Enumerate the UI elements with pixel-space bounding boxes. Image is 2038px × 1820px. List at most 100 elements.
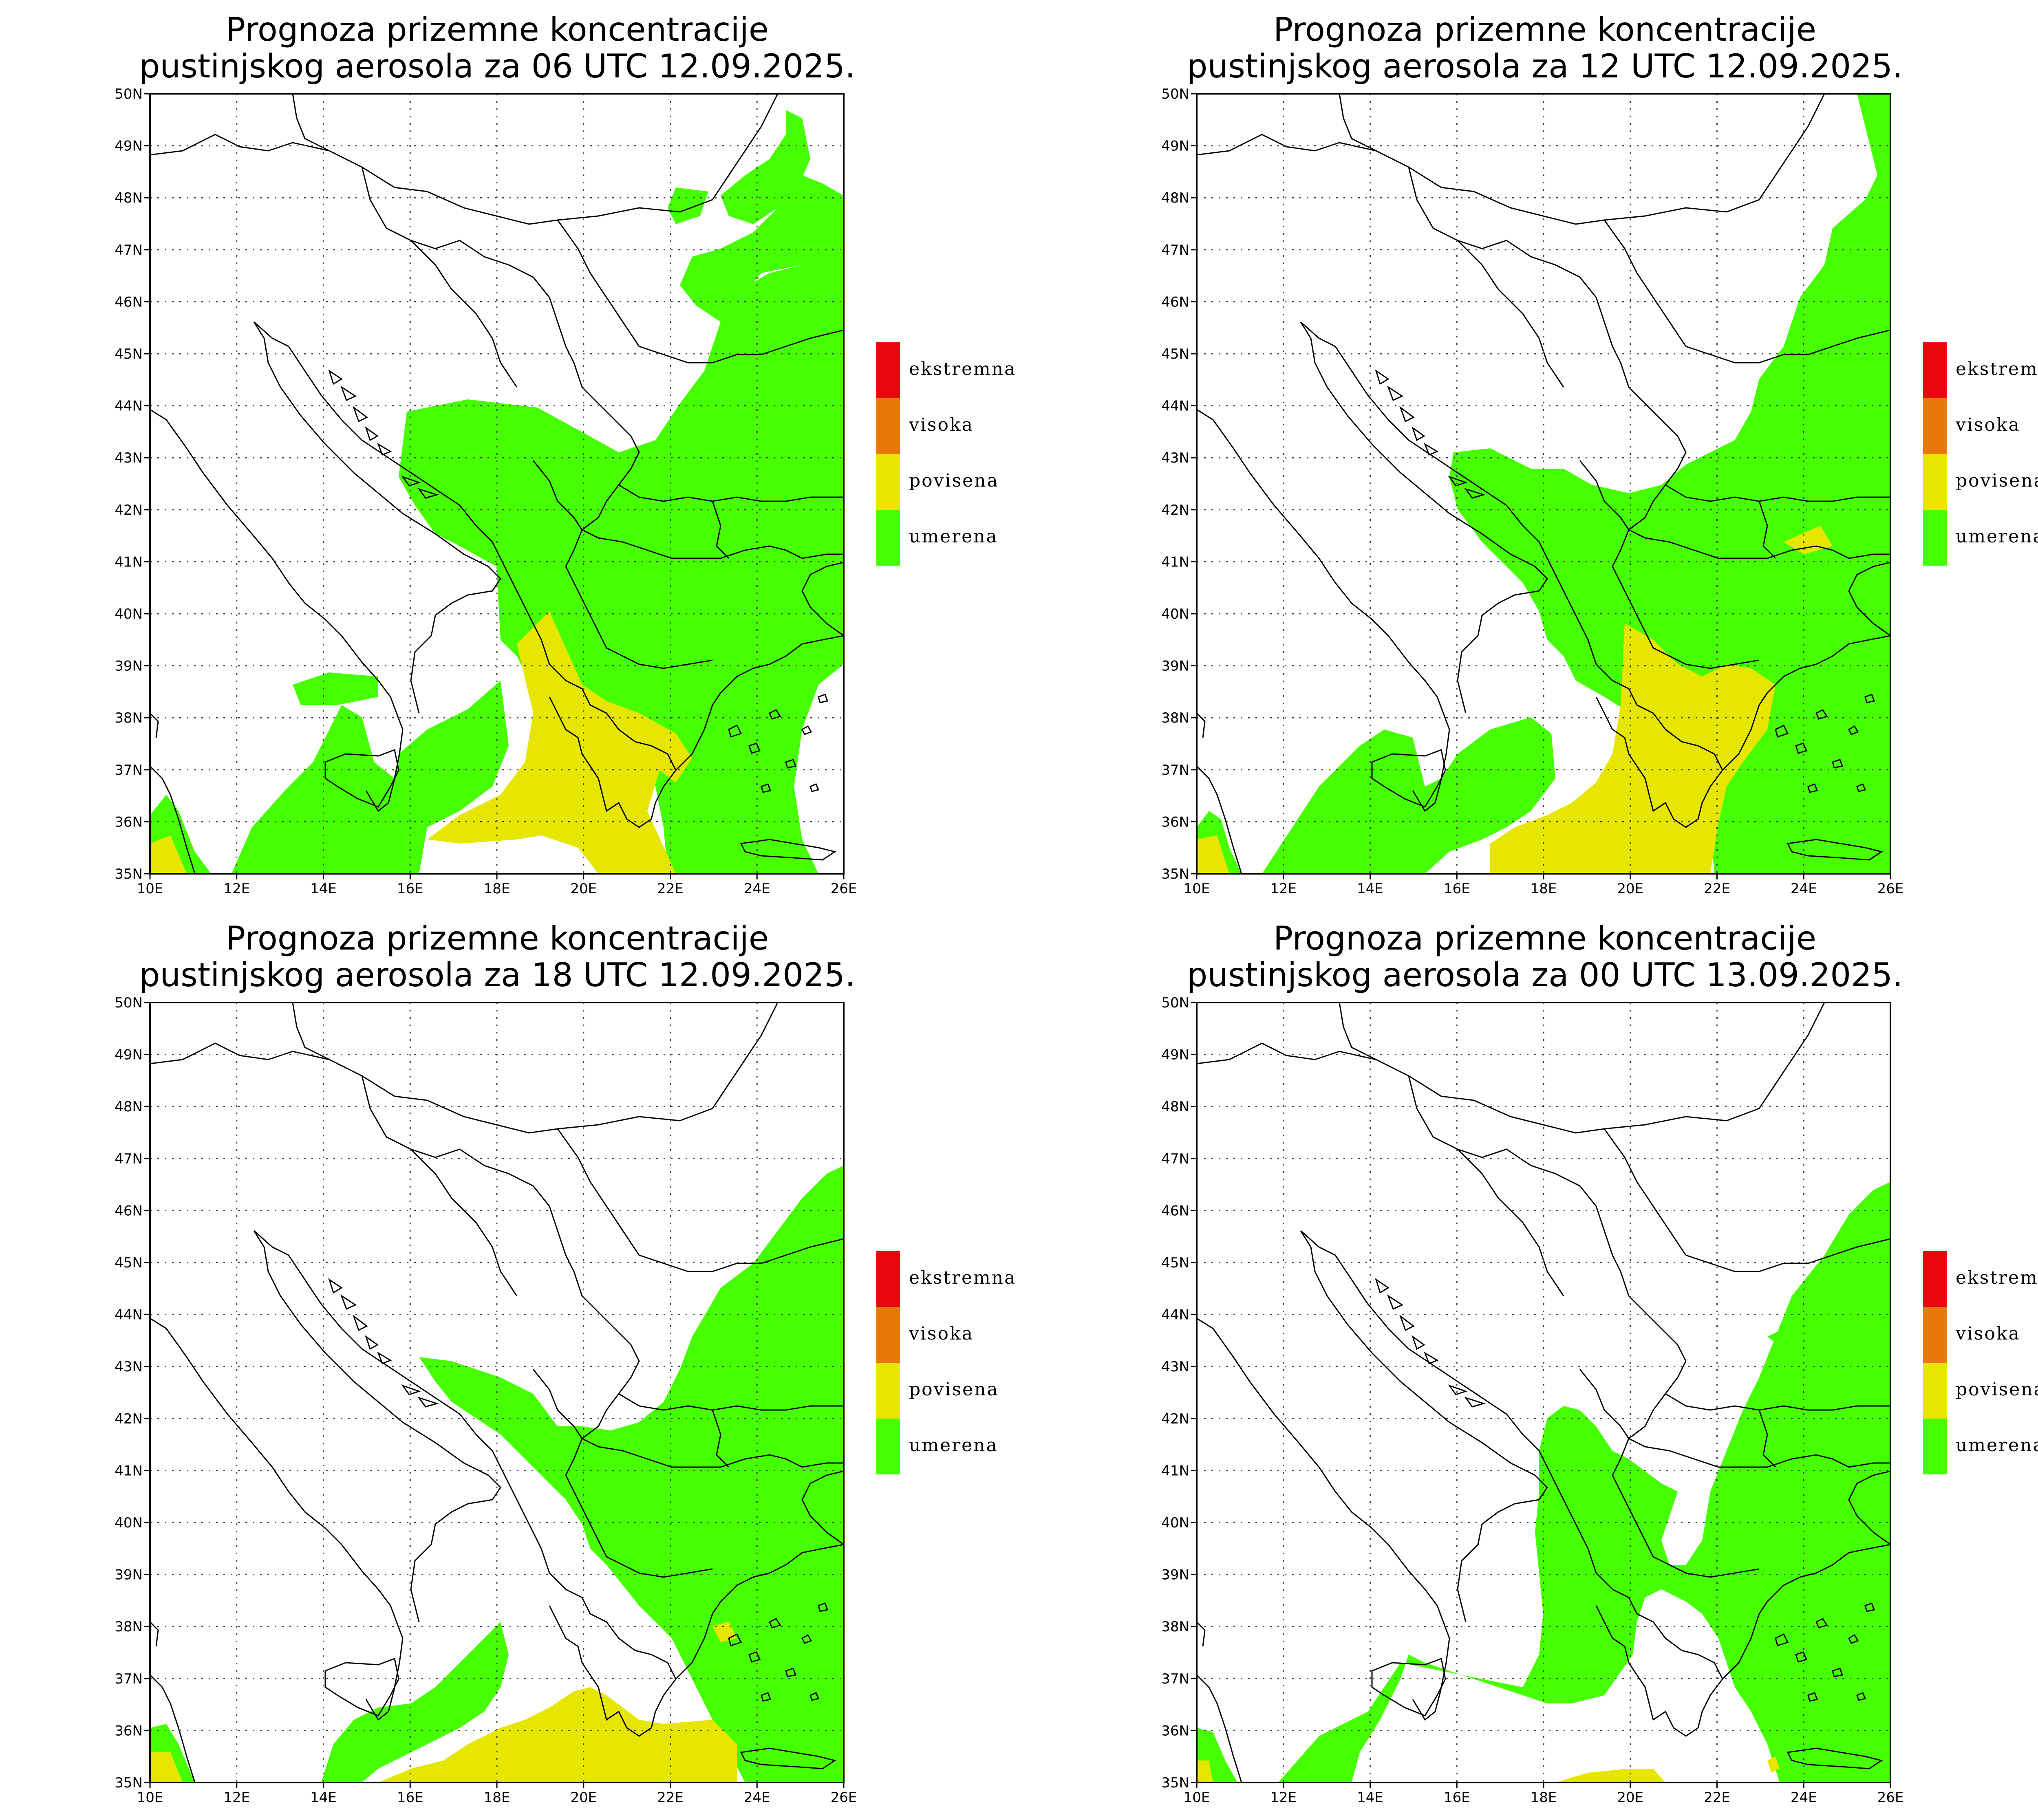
lat-label: 49N <box>115 138 143 154</box>
legend: ekstremna visoka povisena umerena <box>1923 342 2038 566</box>
lat-label: 40N <box>1161 1515 1189 1531</box>
umerena-area <box>232 681 509 874</box>
legend-label: povisena <box>909 1379 999 1400</box>
legend-label: umerena <box>1956 1435 2038 1456</box>
lon-label: 22E <box>1704 1789 1730 1806</box>
lat-label: 45N <box>1161 1255 1189 1271</box>
legend-swatch <box>876 1363 900 1419</box>
panel-title-line2: pustinjskog aerosola za 12 UTC 12.09.202… <box>1187 47 1903 85</box>
map-area: 35N 36N 37N 38N 39N 40N 41N 42N 43N 44N 45N 46N 47N 4… <box>115 995 857 1806</box>
panel-title-line1: Prognoza prizemne koncentracije <box>1273 919 1816 957</box>
lon-label: 16E <box>1444 1789 1470 1806</box>
lon-label: 24E <box>1791 881 1817 897</box>
legend-label: povisena <box>1956 470 2038 491</box>
lat-label: 41N <box>1161 554 1189 570</box>
lat-label: 39N <box>1161 1567 1189 1583</box>
lat-label: 48N <box>115 190 143 206</box>
lat-label: 38N <box>1161 1619 1189 1635</box>
lon-label: 22E <box>657 881 684 897</box>
legend-swatch <box>1923 1419 1947 1474</box>
povisena-area <box>1767 1756 1780 1773</box>
lat-label: 41N <box>115 554 143 570</box>
legend-label: umerena <box>1956 526 2038 547</box>
lat-label: 43N <box>1161 450 1189 466</box>
lat-label: 40N <box>1161 606 1189 622</box>
lat-label: 42N <box>1161 502 1189 518</box>
graticule <box>150 1003 844 1783</box>
lat-label: 36N <box>1161 1723 1189 1739</box>
legend-label: ekstremna <box>909 1267 1016 1288</box>
lat-label: 37N <box>115 762 143 778</box>
lon-label: 16E <box>397 1789 423 1806</box>
lat-label: 35N <box>1161 1775 1189 1791</box>
lon-label: 24E <box>1791 1789 1817 1806</box>
graticule <box>1197 1003 1890 1783</box>
lon-label: 26E <box>1877 881 1904 897</box>
legend-swatch <box>876 1419 900 1474</box>
lon-label: 12E <box>1270 881 1297 897</box>
lat-label: 47N <box>1161 1151 1189 1167</box>
map-area: 35N 36N 37N 38N 39N 40N 41N 42N 43N 44N 45N 46N 47N 4… <box>1161 86 1903 897</box>
umerena-area <box>293 672 378 705</box>
lon-label: 24E <box>744 1789 770 1806</box>
lon-label: 16E <box>1444 881 1470 897</box>
lat-label: 50N <box>1161 995 1189 1011</box>
lat-label: 41N <box>115 1463 143 1479</box>
lat-label: 37N <box>115 1671 143 1687</box>
legend-swatch <box>1923 342 1947 398</box>
lat-label: 39N <box>1161 658 1189 674</box>
lon-label: 18E <box>484 881 510 897</box>
povisena-area <box>1555 1769 1665 1783</box>
legend-label: visoka <box>909 1323 974 1344</box>
legend-swatch <box>1923 510 1947 566</box>
lat-label: 43N <box>115 1359 143 1375</box>
lon-label: 26E <box>1877 1789 1904 1806</box>
legend-swatch <box>1923 454 1947 510</box>
legend: ekstremna visoka povisena umerena <box>876 342 1015 566</box>
lat-label: 46N <box>1161 1203 1189 1219</box>
lon-label: 14E <box>1357 1789 1383 1806</box>
legend-label: ekstremna <box>1956 1267 2038 1288</box>
povisena-area <box>150 1752 183 1783</box>
legend-label: povisena <box>909 470 999 491</box>
legend-swatch <box>876 1307 900 1363</box>
lat-label: 47N <box>115 1151 143 1167</box>
umerena-area <box>1767 1243 1890 1349</box>
lat-label: 50N <box>115 995 143 1011</box>
lat-label: 49N <box>1161 1047 1189 1063</box>
lat-label: 35N <box>115 866 143 882</box>
legend-swatch <box>1923 398 1947 454</box>
panel-title-line1: Prognoza prizemne koncentracije <box>226 919 769 957</box>
lon-label: 22E <box>657 1789 684 1806</box>
lat-label: 38N <box>115 1619 143 1635</box>
lat-label: 41N <box>1161 1463 1189 1479</box>
lat-label: 42N <box>115 502 143 518</box>
lon-label: 18E <box>1531 1789 1557 1806</box>
lon-label: 20E <box>1617 1789 1643 1806</box>
map-area: 35N 36N 37N 38N 39N 40N 41N 42N 43N 44N 45N 46N 47N 4… <box>1161 995 1903 1806</box>
lon-label: 12E <box>223 881 250 897</box>
lon-label: 10E <box>137 1789 163 1806</box>
lat-label: 45N <box>115 346 143 362</box>
legend-swatch <box>876 398 900 454</box>
umerena-area <box>680 175 844 322</box>
lat-label: 38N <box>1161 710 1189 726</box>
lat-label: 44N <box>115 1307 143 1323</box>
legend-swatch <box>876 510 900 566</box>
legend-label: umerena <box>909 526 998 547</box>
lat-label: 49N <box>1161 138 1189 154</box>
lat-label: 46N <box>1161 294 1189 310</box>
legend-swatch <box>1923 1307 1947 1363</box>
lat-label: 35N <box>1161 866 1189 882</box>
lon-label: 10E <box>1184 1789 1210 1806</box>
umerena-area <box>419 1166 844 1783</box>
lat-label: 50N <box>115 86 143 102</box>
lon-label: 14E <box>1357 881 1383 897</box>
lon-label: 10E <box>137 881 163 897</box>
lon-label: 16E <box>397 881 423 897</box>
lat-label: 36N <box>115 814 143 830</box>
lat-label: 44N <box>115 398 143 414</box>
lat-label: 48N <box>1161 1099 1189 1115</box>
panel-title-line1: Prognoza prizemne koncentracije <box>226 11 769 48</box>
